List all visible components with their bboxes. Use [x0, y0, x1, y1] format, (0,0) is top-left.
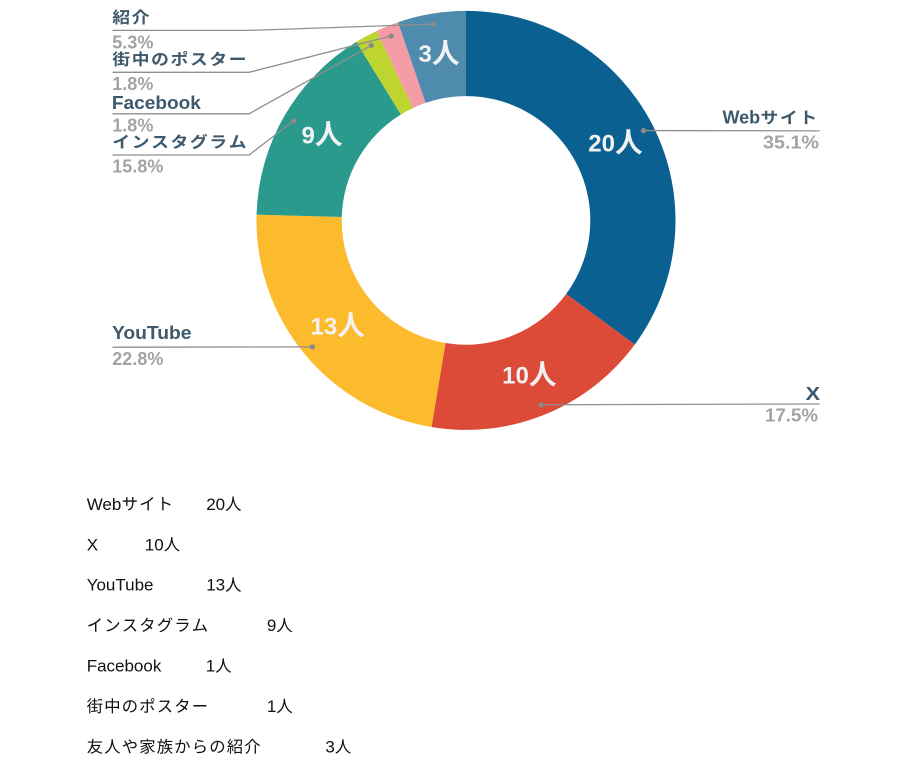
svg-text:9: 9 — [301, 122, 314, 149]
svg-text:Web: Web — [87, 495, 122, 514]
svg-text:35.1%: 35.1% — [763, 133, 819, 153]
svg-text:20: 20 — [206, 495, 225, 514]
svg-text:5.3%: 5.3% — [112, 32, 153, 52]
svg-text:13: 13 — [310, 313, 337, 340]
svg-text:X: X — [87, 535, 98, 554]
svg-text:10: 10 — [502, 362, 529, 389]
svg-text:15.8%: 15.8% — [112, 157, 163, 177]
svg-text:3: 3 — [419, 41, 432, 68]
svg-text:22.8%: 22.8% — [112, 349, 163, 369]
svg-text:9: 9 — [267, 616, 276, 635]
svg-text:10: 10 — [145, 535, 164, 554]
svg-text:Facebook: Facebook — [87, 657, 162, 676]
svg-text:1.8%: 1.8% — [112, 74, 153, 94]
svg-text:1: 1 — [206, 657, 215, 676]
svg-text:20: 20 — [588, 130, 615, 157]
svg-text:Facebook: Facebook — [112, 93, 202, 113]
svg-text:17.5%: 17.5% — [765, 406, 818, 426]
svg-text:X: X — [806, 384, 821, 404]
svg-text:Web: Web — [723, 107, 761, 127]
svg-text:3: 3 — [325, 738, 334, 757]
svg-text:YouTube: YouTube — [87, 576, 154, 595]
svg-text:YouTube: YouTube — [112, 323, 192, 343]
svg-text:1.8%: 1.8% — [112, 115, 153, 135]
svg-text:1: 1 — [267, 697, 276, 716]
svg-text:13: 13 — [206, 576, 225, 595]
